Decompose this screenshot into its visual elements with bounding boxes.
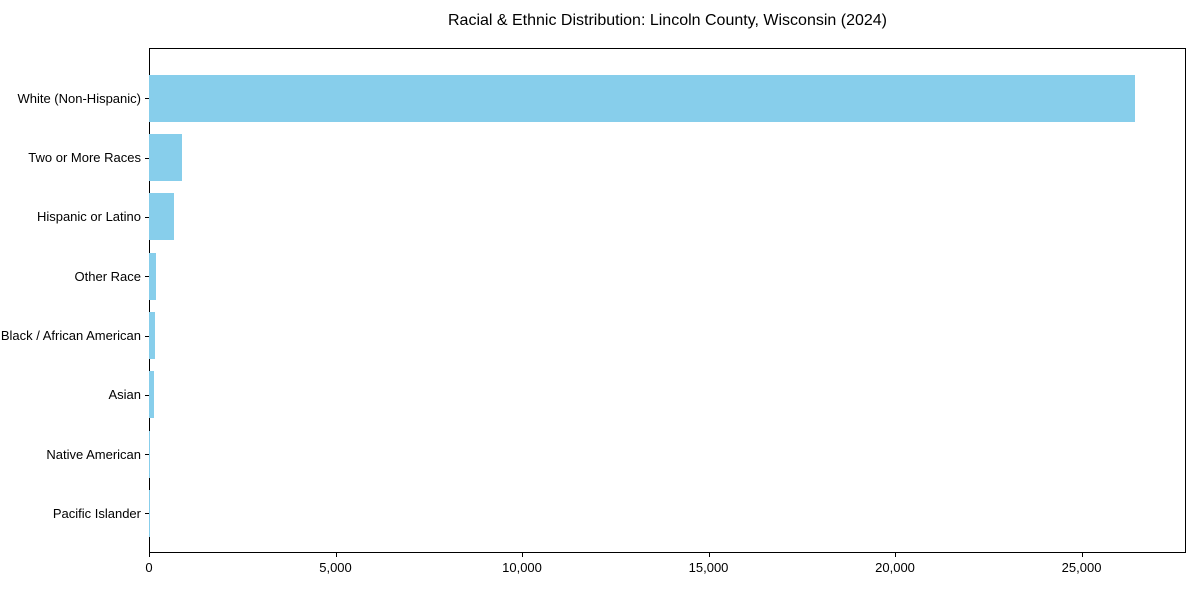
x-tick-label: 10,000 [502, 560, 542, 575]
bar [149, 371, 155, 419]
bar [149, 74, 1135, 122]
x-tick-label: 15,000 [688, 560, 729, 575]
y-tick-mark [145, 276, 149, 277]
plot-area [149, 48, 1186, 553]
bar [149, 193, 174, 241]
y-tick-mark [145, 98, 149, 99]
y-tick-label: Hispanic or Latino [36, 209, 141, 225]
x-tick-mark [709, 553, 710, 557]
y-tick-mark [145, 454, 149, 455]
bar [149, 430, 150, 478]
x-tick-label: 25,000 [1061, 560, 1102, 575]
bar [149, 134, 182, 182]
chart-title: Racial & Ethnic Distribution: Lincoln Co… [447, 12, 887, 29]
x-tick-mark [522, 553, 523, 557]
y-tick-mark [145, 158, 149, 159]
x-tick-mark [149, 553, 150, 557]
bar [149, 252, 156, 300]
x-tick-mark [1082, 553, 1083, 557]
bar [149, 312, 156, 359]
y-tick-mark [145, 395, 149, 396]
x-tick-mark [895, 553, 896, 557]
x-tick-mark [336, 553, 337, 557]
x-tick-label: 5,000 [319, 560, 352, 575]
y-tick-label: Pacific Islander [52, 505, 141, 521]
y-tick-label: Other Race [74, 268, 141, 284]
y-tick-mark [145, 513, 149, 514]
y-tick-mark [145, 217, 149, 218]
y-tick-label: White (Non-Hispanic) [17, 90, 141, 106]
x-tick-label: 20,000 [875, 560, 915, 575]
y-tick-mark [145, 336, 149, 337]
y-tick-label: Two or More Races [28, 150, 141, 166]
y-tick-label: Asian [108, 387, 141, 403]
x-tick-label: 0 [145, 560, 153, 575]
y-tick-label: Native American [46, 446, 141, 462]
y-tick-label: Black / African American [0, 328, 141, 343]
